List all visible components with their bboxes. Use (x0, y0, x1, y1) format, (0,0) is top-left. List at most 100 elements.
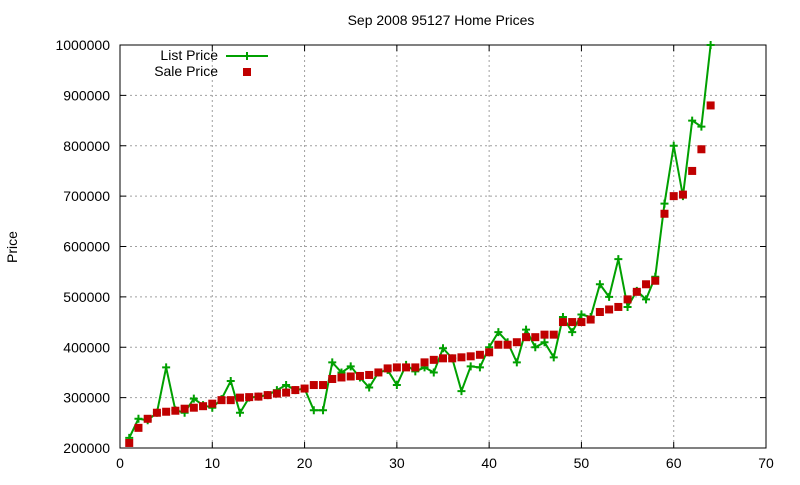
sale-price-point (411, 363, 420, 372)
sale-price-point (448, 354, 457, 363)
sale-price-point (272, 389, 281, 398)
y-tick-label: 200000 (63, 440, 110, 456)
sale-price-point (678, 190, 687, 199)
list-price-point (162, 363, 171, 372)
sale-price-point (669, 192, 678, 201)
sale-price-point (291, 386, 300, 395)
sale-price-point (217, 396, 226, 405)
sale-price-point (549, 330, 558, 339)
legend-label-list-price: List Price (160, 47, 218, 63)
list-price-point (669, 141, 678, 150)
x-tick-label: 10 (204, 455, 220, 471)
list-price-point (660, 199, 669, 208)
sale-price-point (595, 307, 604, 316)
list-price-point (688, 116, 697, 125)
sale-price-point (309, 381, 318, 390)
list-price-point (282, 381, 291, 390)
legend-marker-list-price (243, 52, 251, 60)
sale-price-point (558, 318, 567, 327)
sale-price-point (125, 438, 134, 447)
list-price-point (439, 344, 447, 353)
x-tick-label: 20 (297, 455, 313, 471)
legend-label-sale-price: Sale Price (154, 63, 218, 79)
sale-price-point (632, 287, 641, 296)
sale-price-point (263, 391, 272, 400)
x-tick-label: 70 (758, 455, 774, 471)
list-price-point (134, 414, 143, 423)
sale-price-point (235, 393, 244, 402)
list-price-point (365, 383, 374, 392)
list-price-point (540, 338, 549, 347)
list-price-point (614, 255, 623, 264)
list-price-point (522, 325, 531, 334)
list-price-point (494, 328, 503, 337)
x-tick-label: 50 (574, 455, 590, 471)
sale-price-point (568, 318, 577, 327)
list-price-point (549, 353, 558, 362)
sale-price-point (171, 406, 180, 415)
sale-price-point (402, 363, 411, 372)
sale-price-point (503, 340, 512, 349)
sale-price-point (254, 392, 263, 401)
series-layer (125, 41, 715, 447)
sale-price-point (494, 340, 503, 349)
list-price-point (235, 408, 244, 417)
sale-price-point (475, 350, 484, 359)
sale-price-point (457, 353, 466, 362)
series-line-list-price (128, 44, 712, 439)
y-tick-label: 400000 (63, 339, 110, 355)
list-price-point (697, 122, 706, 131)
sale-price-point (162, 407, 171, 416)
list-price-point (577, 310, 586, 319)
chart-title: Sep 2008 95127 Home Prices (348, 12, 535, 28)
sale-price-point (531, 333, 540, 342)
sale-price-point (328, 374, 337, 383)
y-axis-label: Price (4, 231, 20, 263)
list-price-point (429, 368, 438, 377)
sale-price-point (300, 384, 309, 393)
x-tick-label: 40 (481, 455, 497, 471)
sale-price-point (586, 315, 595, 324)
list-price-point (457, 387, 466, 396)
sale-price-point (439, 354, 447, 363)
sale-price-point (512, 338, 521, 347)
list-price-point (623, 302, 632, 311)
sale-price-point (337, 373, 346, 382)
sale-price-point (383, 364, 392, 373)
list-price-point (706, 41, 715, 49)
sale-price-point (180, 404, 189, 413)
grid-layer (120, 45, 766, 448)
legend: List Price Sale Price (154, 47, 268, 79)
sale-price-point (226, 396, 235, 405)
sale-price-point (355, 371, 364, 380)
sale-price-point (605, 305, 614, 314)
sale-price-point (392, 363, 401, 372)
y-tick-label: 1000000 (55, 37, 110, 53)
sale-price-point (660, 209, 669, 218)
sale-price-point (642, 280, 651, 289)
list-price-point (226, 377, 235, 386)
list-price-point (512, 358, 521, 367)
x-tick-label: 60 (666, 455, 682, 471)
sale-price-point (540, 330, 549, 339)
list-price-point (595, 280, 604, 289)
list-price-point (466, 362, 475, 371)
y-tick-label: 300000 (63, 390, 110, 406)
sale-price-point (346, 372, 355, 381)
sale-price-point (697, 145, 706, 154)
list-price-point (189, 394, 198, 403)
list-price-point (475, 363, 484, 372)
sale-price-point (152, 408, 161, 417)
sale-price-point (365, 370, 374, 379)
sale-price-point (319, 381, 328, 390)
sale-price-point (134, 423, 143, 432)
sale-price-point (245, 393, 254, 402)
y-tick-label: 900000 (63, 87, 110, 103)
x-tick-label: 30 (389, 455, 405, 471)
sale-price-point (623, 295, 632, 304)
sale-price-point (282, 388, 291, 397)
y-tick-label: 500000 (63, 289, 110, 305)
sale-price-point (466, 352, 475, 361)
